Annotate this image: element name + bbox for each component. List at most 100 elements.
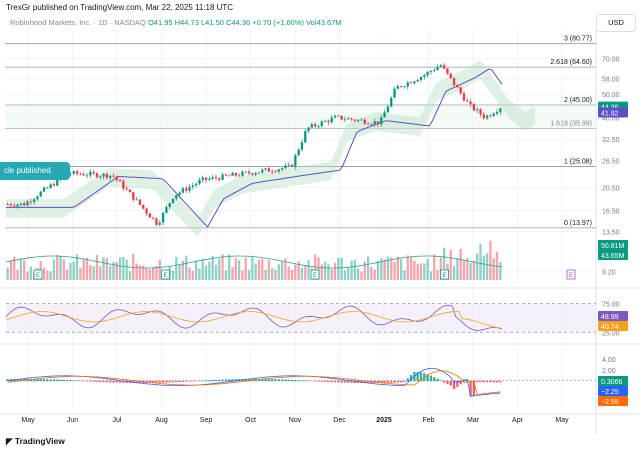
earnings-marker-label: E bbox=[569, 273, 573, 279]
price-label: 41.92 bbox=[601, 111, 619, 118]
volume-bar bbox=[376, 260, 380, 280]
candle-body bbox=[109, 175, 112, 178]
candle-body bbox=[446, 68, 449, 74]
macd-histogram-bar bbox=[178, 380, 181, 383]
volume-bar bbox=[347, 267, 350, 280]
macd-histogram-bar bbox=[353, 380, 357, 383]
x-tick-label: May bbox=[21, 417, 35, 424]
candle-body bbox=[459, 87, 462, 94]
volume-bar bbox=[75, 254, 79, 280]
volume-bar bbox=[191, 270, 194, 280]
macd-histogram-bar bbox=[337, 380, 340, 383]
candle-body bbox=[489, 115, 492, 117]
volume-bar bbox=[135, 263, 138, 280]
macd-histogram-bar bbox=[201, 380, 204, 382]
macd-histogram-bar bbox=[479, 380, 482, 383]
change-value: +0.70 (+1.60%) bbox=[252, 18, 304, 27]
candle-body bbox=[125, 188, 128, 190]
macd-histogram-bar bbox=[175, 380, 178, 383]
macd-histogram-bar bbox=[495, 380, 499, 383]
macd-histogram-bar bbox=[122, 380, 125, 383]
candle-body bbox=[49, 184, 52, 188]
candle-body bbox=[247, 171, 251, 174]
tradingview-logo[interactable]: ◤ TradingView bbox=[6, 436, 65, 447]
volume-bar bbox=[469, 262, 472, 280]
macd-histogram-bar bbox=[109, 380, 112, 383]
volume-bar bbox=[357, 268, 360, 280]
candle-body bbox=[6, 204, 9, 206]
volume-bar bbox=[181, 260, 185, 280]
macd-histogram-bar bbox=[62, 379, 66, 382]
candle-body bbox=[337, 115, 340, 117]
candle-body bbox=[416, 80, 419, 82]
volume-bar bbox=[49, 271, 52, 280]
candle-body bbox=[237, 175, 241, 177]
volume-bar bbox=[6, 267, 9, 280]
candle-body bbox=[409, 82, 413, 84]
volume-bar bbox=[396, 256, 399, 280]
macd-histogram-bar bbox=[436, 378, 439, 382]
volume-bar bbox=[380, 258, 383, 280]
high-value: H44.73 bbox=[174, 18, 199, 27]
volume-bar bbox=[66, 269, 69, 280]
volume-bar bbox=[429, 271, 433, 280]
candle-body bbox=[466, 100, 469, 102]
macd-histogram-bar bbox=[489, 380, 492, 383]
candle-body bbox=[39, 191, 42, 197]
candle-body bbox=[175, 195, 178, 199]
candle-body bbox=[340, 115, 343, 120]
macd-histogram-bar bbox=[36, 379, 39, 382]
volume-bar bbox=[261, 258, 264, 280]
volume-bar bbox=[9, 260, 13, 280]
x-tick-label: Apr bbox=[512, 417, 524, 424]
volume-bar bbox=[19, 258, 23, 280]
candle-body bbox=[29, 201, 32, 203]
volume-bar bbox=[320, 264, 323, 280]
idea-callout[interactable]: cle published bbox=[0, 162, 70, 180]
volume-bar bbox=[472, 260, 476, 280]
volume-bar bbox=[198, 268, 201, 280]
volume-bar bbox=[115, 261, 118, 280]
macd-histogram-bar bbox=[165, 380, 168, 383]
macd-histogram-bar bbox=[499, 380, 502, 383]
earnings-marker bbox=[33, 269, 43, 280]
candle-body bbox=[122, 181, 125, 189]
candle-body bbox=[191, 185, 194, 187]
candle-body bbox=[456, 85, 459, 88]
volume-bar bbox=[274, 269, 277, 280]
macd-histogram-bar bbox=[56, 379, 59, 382]
macd-histogram-bar bbox=[333, 380, 337, 383]
currency-selector[interactable]: USD bbox=[596, 14, 636, 32]
candle-body bbox=[353, 119, 357, 121]
macd-line bbox=[7, 367, 501, 397]
volume-bar bbox=[399, 259, 403, 280]
macd-histogram-bar bbox=[188, 380, 191, 382]
rsi-band bbox=[6, 303, 596, 333]
volume-bar bbox=[304, 265, 307, 280]
volume-bar bbox=[297, 261, 300, 280]
macd-histogram-bar bbox=[343, 380, 347, 383]
volume-bar bbox=[148, 269, 151, 280]
volume-bar bbox=[26, 271, 29, 280]
volume-bar bbox=[59, 256, 62, 280]
volume-bar bbox=[264, 269, 267, 280]
macd-histogram-bar bbox=[16, 379, 19, 382]
candle-body bbox=[350, 118, 353, 120]
volume-bar bbox=[257, 259, 261, 280]
footer bbox=[0, 434, 640, 449]
macd-histogram-bar bbox=[264, 379, 267, 382]
macd-histogram-bar bbox=[234, 379, 237, 382]
macd-histogram-bar bbox=[347, 380, 350, 383]
candle-body bbox=[142, 204, 145, 209]
y-tick-label: 50.00 bbox=[602, 92, 620, 99]
earnings-marker-future bbox=[566, 269, 576, 280]
volume-bar bbox=[208, 261, 211, 280]
close-value: C44.36 bbox=[226, 18, 251, 27]
macd-histogram-bar bbox=[224, 379, 228, 382]
candle-body bbox=[403, 86, 406, 88]
macd-histogram-bar bbox=[317, 380, 320, 382]
macd-histogram-bar bbox=[274, 379, 277, 382]
macd-histogram-bar bbox=[102, 380, 105, 383]
candle-body bbox=[492, 113, 495, 116]
